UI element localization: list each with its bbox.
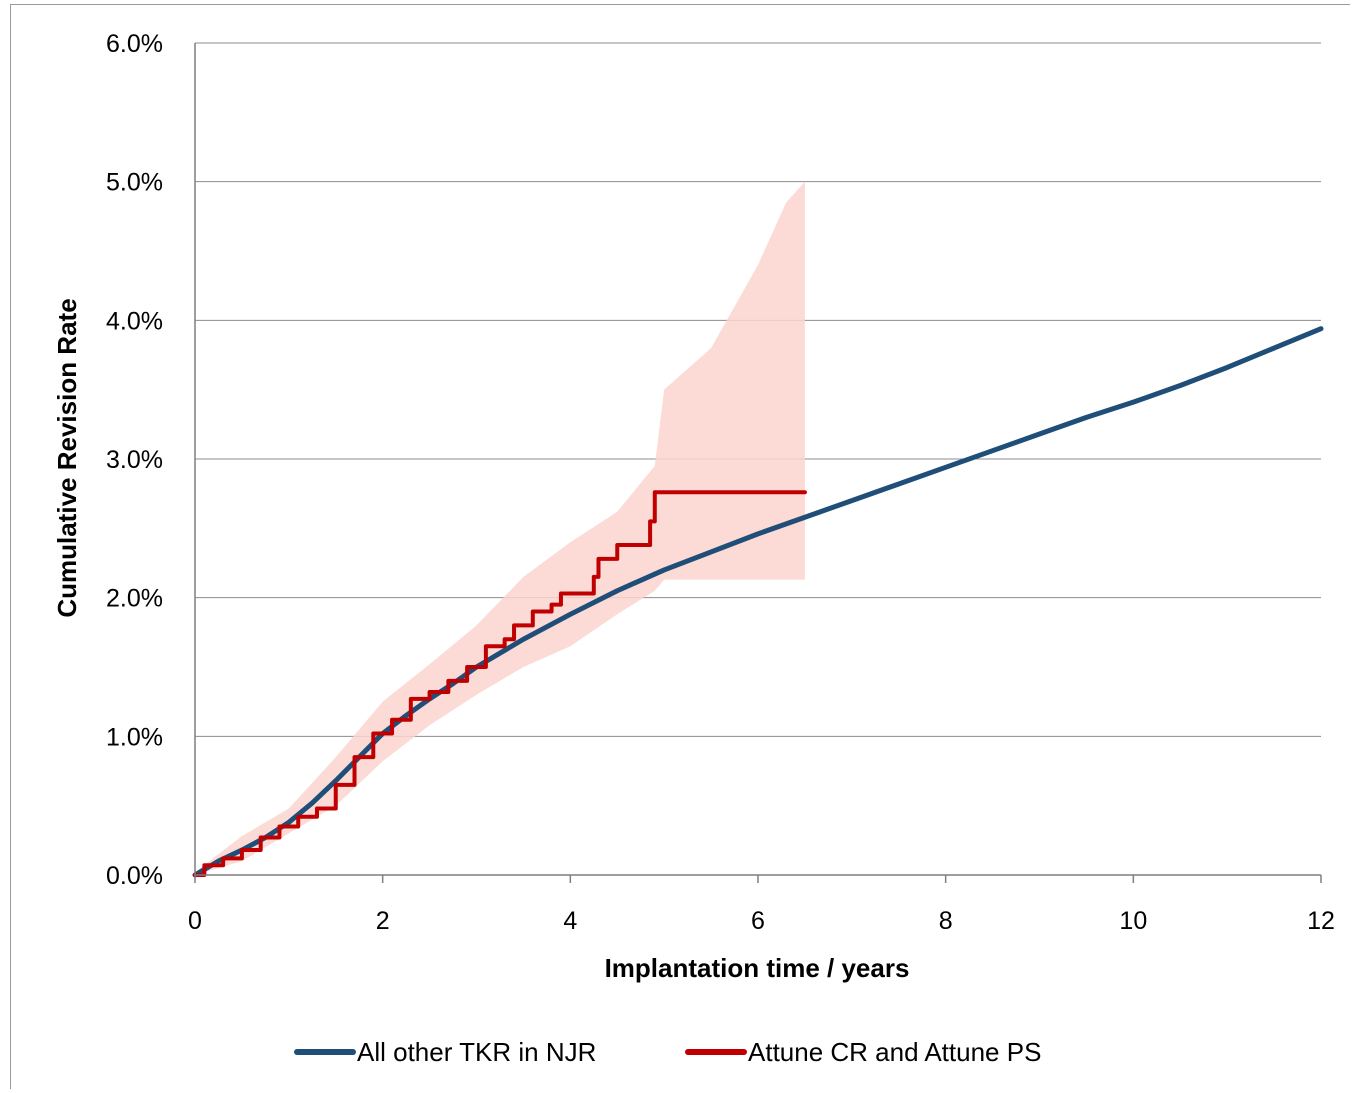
y-tick-label: 2.0%: [106, 585, 163, 613]
y-tick-label: 6.0%: [106, 30, 163, 58]
x-tick-label: 8: [939, 907, 953, 935]
attune-confidence-band: [195, 181, 805, 875]
y-tick-label: 4.0%: [106, 307, 163, 335]
x-tick-label: 12: [1307, 907, 1335, 935]
x-tick-label: 2: [376, 907, 390, 935]
y-tick-label: 0.0%: [106, 862, 163, 890]
y-tick-label: 3.0%: [106, 446, 163, 474]
x-tick-label: 6: [751, 907, 765, 935]
x-tick-labels: 0 2 4 6 8 10 12: [188, 907, 1335, 935]
x-tick-label: 10: [1119, 907, 1147, 935]
all-other-tkr-line: [192, 326, 1324, 878]
y-tick-labels: 0.0% 1.0% 2.0% 3.0% 4.0% 5.0% 6.0%: [106, 30, 163, 890]
series-lines: [192, 326, 1324, 878]
attune-line: [193, 490, 807, 877]
y-tick-label: 5.0%: [106, 169, 163, 197]
legend-label: All other TKR in NJR: [357, 1037, 596, 1067]
confidence-band: [195, 181, 805, 875]
legend-label: Attune CR and Attune PS: [748, 1037, 1041, 1067]
legend: All other TKR in NJR Attune CR and Attune…: [294, 1037, 1041, 1067]
x-tick-label: 4: [563, 907, 577, 935]
y-axis-title: Cumulative Revision Rate: [52, 298, 82, 617]
axes: [194, 43, 1322, 883]
x-axis-title: Implantation time / years: [605, 953, 910, 983]
y-tick-label: 1.0%: [106, 723, 163, 751]
chart-frame: [10, 4, 1350, 1089]
x-tick-label: 0: [188, 907, 202, 935]
